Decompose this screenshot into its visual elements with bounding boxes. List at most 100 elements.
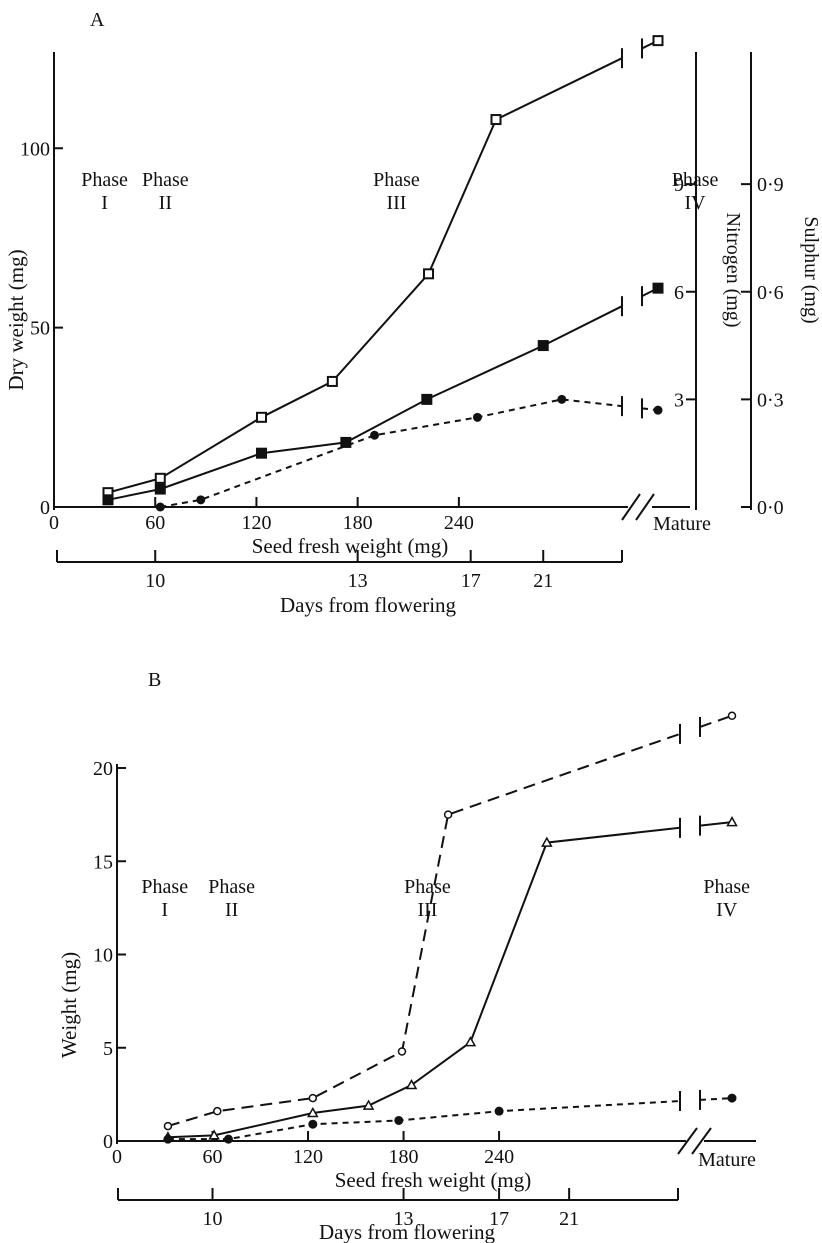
phase-label: Phase <box>142 169 189 191</box>
data-point <box>370 430 380 440</box>
data-point <box>308 1093 318 1103</box>
data-point <box>223 1134 233 1144</box>
sulphur-tick-label: 0·6 <box>757 282 784 304</box>
panel-b-days-axis-title: Days from flowering <box>319 1220 496 1243</box>
phase-numeral: IV <box>716 899 738 921</box>
days-tick-label: 10 <box>145 570 165 592</box>
y-tick-label: 0 <box>40 497 50 519</box>
series-line <box>107 57 623 494</box>
nitrogen-tick-label: 6 <box>674 282 684 304</box>
data-point <box>397 1047 407 1056</box>
panel-b-axis-break-mark <box>677 1127 698 1155</box>
panel-a-sulphur-axis-title: Sulphur (mg) <box>800 216 822 323</box>
y-tick-label: 100 <box>20 138 50 160</box>
x-tick-label: 60 <box>145 512 165 534</box>
panel-b-x-axis-title: Seed fresh weight (mg) <box>335 1168 532 1192</box>
phase-numeral: IV <box>685 192 707 214</box>
series-line <box>167 732 681 1128</box>
x-tick-label: 180 <box>343 512 373 534</box>
data-point <box>443 810 453 819</box>
data-point <box>421 393 433 405</box>
data-point-mature <box>727 1093 737 1103</box>
series-line-mature <box>699 1097 733 1101</box>
phase-numeral: II <box>225 899 238 921</box>
data-point <box>423 268 435 280</box>
data-point <box>163 1134 173 1144</box>
data-point-mature <box>653 405 663 415</box>
data-point-mature <box>726 816 738 827</box>
data-point <box>155 502 165 512</box>
panel-b-axis-break-mark <box>691 1127 712 1155</box>
data-point <box>307 1106 319 1118</box>
panel-b-label: B <box>148 669 161 691</box>
panel-a-y-axis-title: Dry weight (mg) <box>4 249 28 390</box>
data-point <box>340 436 352 448</box>
data-point-mature <box>727 711 737 721</box>
sulphur-tick-label: 0·9 <box>757 174 784 196</box>
phase-label: Phase <box>81 169 128 191</box>
data-point <box>308 1119 318 1129</box>
data-point-mature <box>652 35 664 47</box>
days-tick-label: 17 <box>489 1208 509 1230</box>
data-point <box>163 1121 173 1131</box>
y-tick-label: 15 <box>93 851 113 873</box>
days-tick-label: 21 <box>559 1208 579 1230</box>
phase-label: Phase <box>141 876 188 898</box>
series-line <box>167 826 681 1139</box>
days-tick-label: 21 <box>533 570 553 592</box>
phase-numeral: III <box>386 192 406 214</box>
days-tick-label: 10 <box>203 1208 223 1230</box>
phase-label: Phase <box>672 169 719 191</box>
phase-numeral: III <box>417 899 437 921</box>
series-line-mature <box>699 821 733 827</box>
series-line <box>160 398 623 508</box>
data-point <box>464 1036 477 1047</box>
x-tick-label: 120 <box>293 1146 323 1168</box>
days-tick-label: 13 <box>348 570 368 592</box>
days-tick-label: 17 <box>461 570 481 592</box>
data-point <box>405 1079 418 1090</box>
y-tick-label: 5 <box>103 1038 113 1060</box>
data-point <box>102 494 114 506</box>
panel-b: B Seed fresh weight (mg) Days from flowe… <box>57 669 756 1243</box>
panel-b-mature-label: Mature <box>698 1149 756 1171</box>
panel-a: A Seed fresh weight (mg) Days from flowe… <box>4 9 822 617</box>
data-point <box>557 394 567 404</box>
data-point <box>490 114 502 126</box>
x-tick-label: 120 <box>241 512 271 534</box>
phase-numeral: II <box>159 192 172 214</box>
data-point <box>154 483 166 495</box>
y-tick-label: 20 <box>93 758 113 780</box>
data-point <box>394 1115 404 1125</box>
panel-a-x-axis-title: Seed fresh weight (mg) <box>252 534 449 558</box>
data-point <box>213 1106 222 1116</box>
x-tick-label: 60 <box>203 1146 223 1168</box>
panel-a-label: A <box>90 9 105 31</box>
x-tick-label: 180 <box>389 1146 419 1168</box>
x-tick-label: 0 <box>112 1146 122 1168</box>
data-point <box>541 836 553 847</box>
phase-label: Phase <box>373 169 420 191</box>
data-point <box>154 472 166 484</box>
data-point <box>196 495 206 505</box>
panel-b-y-axis-title: Weight (mg) <box>57 952 81 1058</box>
x-tick-label: 240 <box>484 1146 514 1168</box>
phase-label: Phase <box>703 876 750 898</box>
x-tick-label: 0 <box>49 512 59 534</box>
y-tick-label: 50 <box>30 318 50 340</box>
data-point <box>537 340 549 352</box>
data-point-mature <box>652 282 664 294</box>
data-point <box>362 1099 375 1110</box>
phase-numeral: I <box>161 899 168 921</box>
nitrogen-tick-label: 3 <box>674 389 684 411</box>
phase-label: Phase <box>404 876 451 898</box>
days-tick-label: 13 <box>394 1208 414 1230</box>
nitrogen-tick-label: 9 <box>674 174 684 196</box>
panel-a-nitrogen-axis-title: Nitrogen (mg) <box>722 213 744 328</box>
sulphur-tick-label: 0·3 <box>757 389 784 411</box>
panel-a-mature-label: Mature <box>653 513 711 535</box>
data-point <box>256 447 268 459</box>
series-line <box>167 1100 681 1141</box>
panel-a-axis-break-mark <box>621 493 641 521</box>
panel-a-axis-break-mark <box>635 493 655 521</box>
